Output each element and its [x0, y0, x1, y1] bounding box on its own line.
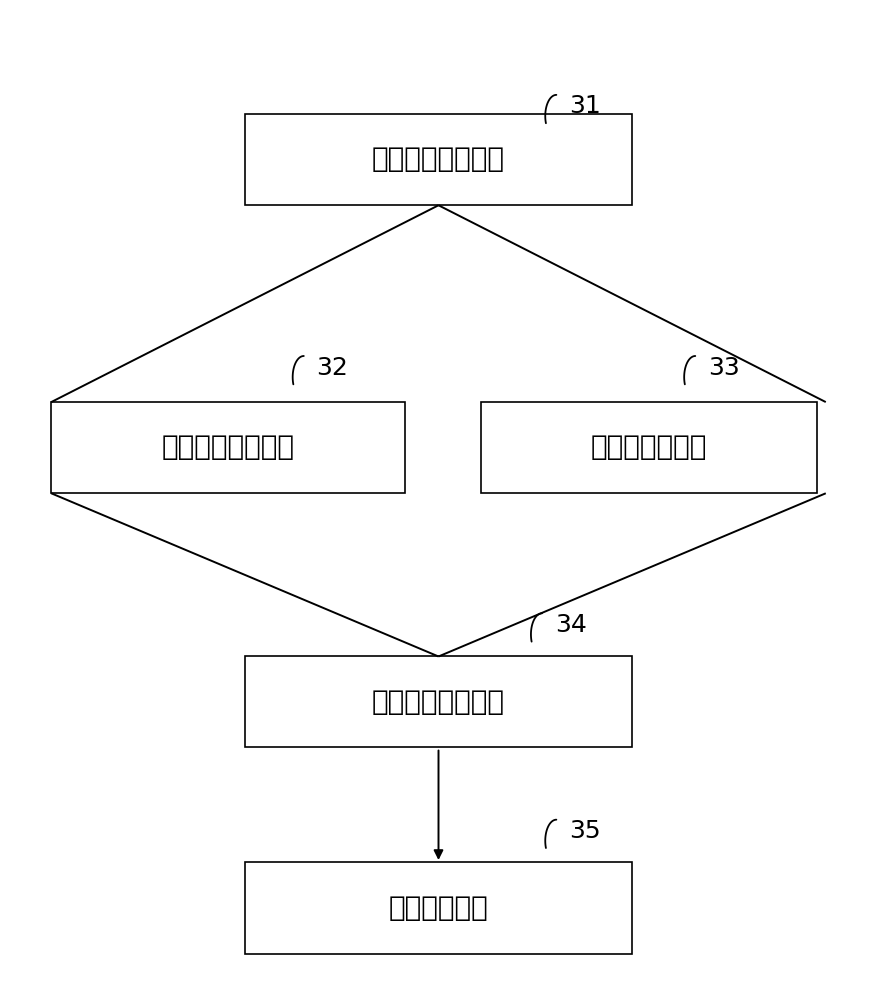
Text: 轴位置计算单元: 轴位置计算单元 [591, 433, 707, 461]
Text: 优化执行单元: 优化执行单元 [389, 894, 488, 922]
Text: 32: 32 [317, 356, 348, 380]
Bar [481, 402, 817, 493]
Text: 31: 31 [569, 94, 601, 118]
Text: 目标函数建立单元: 目标函数建立单元 [372, 688, 505, 716]
Text: 35: 35 [569, 819, 601, 843]
Bar [51, 402, 405, 493]
Text: 33: 33 [708, 356, 739, 380]
Bar [245, 862, 632, 954]
Bar [245, 656, 632, 747]
Text: 34: 34 [554, 613, 587, 637]
Text: 能量解耦分析单元: 能量解耦分析单元 [161, 433, 295, 461]
Bar [245, 114, 632, 205]
Text: 振动模型建立单元: 振动模型建立单元 [372, 145, 505, 173]
